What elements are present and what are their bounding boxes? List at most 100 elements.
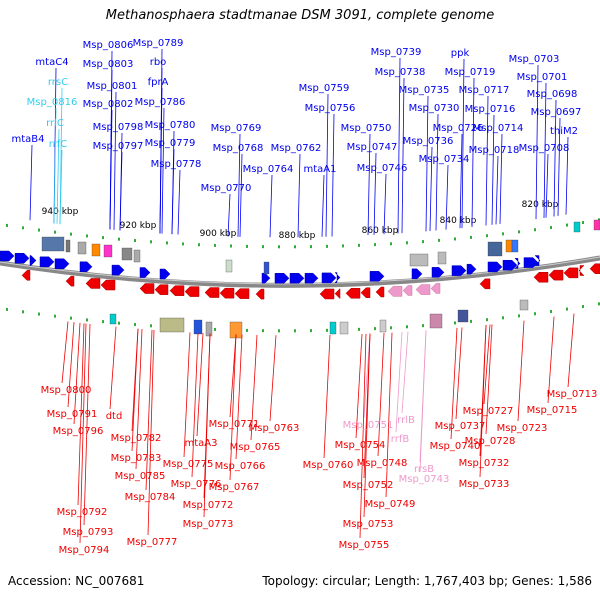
reverse-gene-arrow (219, 287, 235, 299)
label-leader (269, 335, 277, 422)
gene-label-top: Msp_0719 (445, 67, 496, 78)
gene-label-bottom: Msp_0792 (57, 507, 108, 518)
minor-tick (70, 232, 72, 236)
feature-block (379, 319, 387, 333)
scale-tick-label: 900 kbp (200, 229, 237, 239)
label-leader (535, 64, 539, 220)
gene-label-bottom: Msp_0748 (357, 458, 408, 469)
minor-tick (150, 324, 152, 328)
label-leader (56, 128, 60, 224)
gene-label-bottom: dtd (106, 411, 123, 422)
label-leader (203, 333, 211, 518)
label-leader (229, 334, 237, 481)
label-leader (73, 322, 81, 425)
minor-tick (502, 316, 504, 320)
label-leader (171, 148, 175, 235)
label-leader (196, 333, 204, 437)
label-leader (491, 114, 495, 225)
gene-label-bottom: Msp_0727 (463, 406, 514, 417)
reverse-gene-arrow (548, 269, 564, 281)
gene-label-top: Msp_0801 (87, 81, 138, 92)
label-leader (383, 173, 387, 235)
forward-gene-arrow (334, 272, 341, 283)
forward-gene-arrow (369, 271, 385, 282)
forward-gene-arrow (39, 256, 55, 268)
label-leader (461, 58, 465, 229)
minor-tick (374, 327, 376, 331)
feature-block (573, 221, 581, 233)
minor-tick (118, 321, 120, 325)
scale-tick-label: 820 kbp (522, 200, 559, 210)
reverse-gene-arrow (21, 270, 31, 281)
minor-tick (422, 324, 424, 328)
label-leader (237, 133, 241, 237)
genome-backbone-highlight (0, 256, 600, 285)
minor-tick (22, 226, 24, 230)
label-leader (323, 334, 331, 459)
label-leader (567, 313, 575, 388)
feature-block (339, 321, 349, 335)
gene-label-top: thiM2 (550, 126, 578, 137)
label-leader (331, 113, 335, 237)
gene-label-top: Msp_0816 (27, 97, 78, 108)
minor-tick (566, 307, 568, 311)
label-leader (229, 334, 237, 418)
gene-label-top: Msp_0789 (133, 38, 184, 49)
reverse-gene-arrow (65, 275, 75, 287)
gene-label-top: Msp_0746 (357, 163, 408, 174)
minor-tick (390, 326, 392, 330)
minor-tick (294, 245, 296, 249)
forward-gene-arrow (321, 272, 337, 284)
minor-tick (118, 237, 120, 241)
feature-block (205, 321, 213, 337)
gene-label-top: Msp_0747 (347, 142, 398, 153)
gene-label-top: Msp_0750 (341, 123, 392, 134)
reverse-gene-arrow (589, 263, 600, 274)
reverse-gene-arrow (85, 278, 101, 289)
gene-label-bottom: Msp_0773 (183, 519, 234, 530)
gene-label-bottom: Msp_0785 (115, 471, 166, 482)
minor-tick (214, 327, 216, 331)
feature-block (505, 239, 513, 253)
minor-tick (486, 234, 488, 238)
forward-gene-arrow (502, 259, 518, 271)
minor-tick (246, 328, 248, 332)
gene-label-top: Msp_0778 (151, 159, 202, 170)
feature-block (593, 219, 600, 231)
minor-tick (214, 243, 216, 247)
minor-tick (310, 329, 312, 333)
label-leader (135, 329, 143, 470)
minor-tick (550, 309, 552, 313)
reverse-strand-features (21, 263, 600, 300)
minor-tick (310, 245, 312, 249)
gene-label-top: Msp_0738 (375, 67, 426, 78)
label-leader (159, 87, 163, 234)
minor-tick (454, 321, 456, 325)
gene-label-top: Msp_0708 (519, 143, 570, 154)
gene-label-top: Msp_0714 (473, 123, 524, 134)
gene-label-bottom: rrlB (397, 415, 415, 426)
minor-tick (134, 323, 136, 327)
minor-tick (438, 238, 440, 242)
feature-block (159, 317, 185, 333)
minor-tick (278, 245, 280, 249)
gene-label-top: Msp_0806 (83, 40, 134, 51)
genome-stats-text: Topology: circular; Length: 1,767,403 bp… (262, 574, 592, 588)
gene-label-top: Msp_0703 (509, 54, 560, 65)
minor-tick (54, 314, 56, 318)
forward-gene-arrow (0, 250, 15, 262)
gene-label-bottom: Msp_0715 (527, 405, 578, 416)
reverse-gene-arrow (169, 285, 185, 296)
label-leader (495, 155, 499, 225)
feature-block (519, 299, 529, 311)
label-leader (425, 95, 429, 232)
label-leader (269, 174, 273, 238)
reverse-gene-arrow (184, 286, 200, 297)
scale-tick-label: 860 kbp (362, 226, 399, 236)
label-leader (147, 329, 155, 536)
gene-label-top: Msp_0717 (459, 85, 510, 96)
minor-tick (38, 228, 40, 232)
minor-tick (454, 237, 456, 241)
gene-label-top: Msp_0762 (271, 143, 322, 154)
feature-block (457, 309, 469, 323)
